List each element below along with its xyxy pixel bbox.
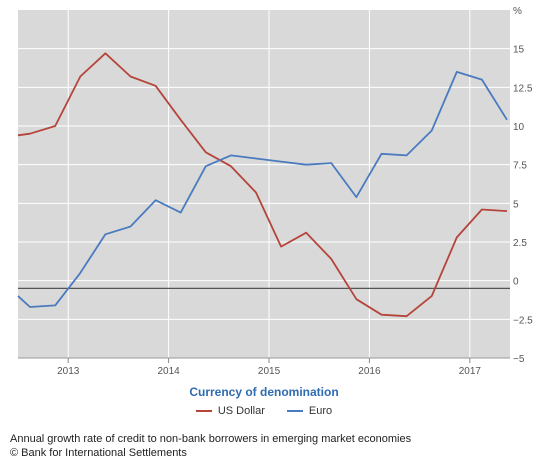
y-tick-label: 12.5: [513, 83, 533, 94]
legend-title: Currency of denomination: [189, 385, 339, 399]
series-line-us-dollar: [17, 52, 508, 318]
y-unit-label: %: [513, 6, 522, 17]
caption-description: Annual growth rate of credit to non-bank…: [10, 433, 412, 445]
x-tick-label: 2017: [459, 366, 482, 377]
legend-label-euro: Euro: [308, 405, 333, 417]
legend-item-euro[interactable]: Euro: [286, 405, 333, 417]
x-tick-label: 2014: [157, 366, 180, 377]
legend-swatch-us-dollar: [195, 410, 212, 412]
y-tick-label: 15: [513, 45, 525, 56]
legend: US Dollar Euro: [18, 405, 510, 417]
y-tick-label: −2.5: [513, 315, 533, 326]
legend-label-us-dollar: US Dollar: [217, 405, 265, 417]
legend-swatch-euro: [286, 410, 303, 412]
y-tick-label: −5: [513, 354, 525, 365]
y-tick-label: 2.5: [513, 238, 527, 249]
plot-background: [18, 10, 510, 358]
x-tick-label: 2016: [358, 366, 381, 377]
legend-item-us-dollar[interactable]: US Dollar: [195, 405, 265, 417]
x-tick-label: 2013: [57, 366, 80, 377]
y-tick-label: 5: [513, 199, 519, 210]
chart: −5 −2.5 0 2.5 5 7.5 10 12.5 15% 2013 2014 2015 2016 2…: [17, 6, 533, 377]
caption-copyright: © Bank for International Settlements: [10, 447, 187, 459]
series-line-euro: [17, 71, 508, 308]
y-tick-label: 0: [513, 277, 519, 288]
x-tick-label: 2015: [258, 366, 281, 377]
y-tick-label: 7.5: [513, 161, 527, 172]
caption: Annual growth rate of credit to non-bank…: [10, 432, 411, 460]
y-tick-label: 10: [513, 122, 525, 133]
